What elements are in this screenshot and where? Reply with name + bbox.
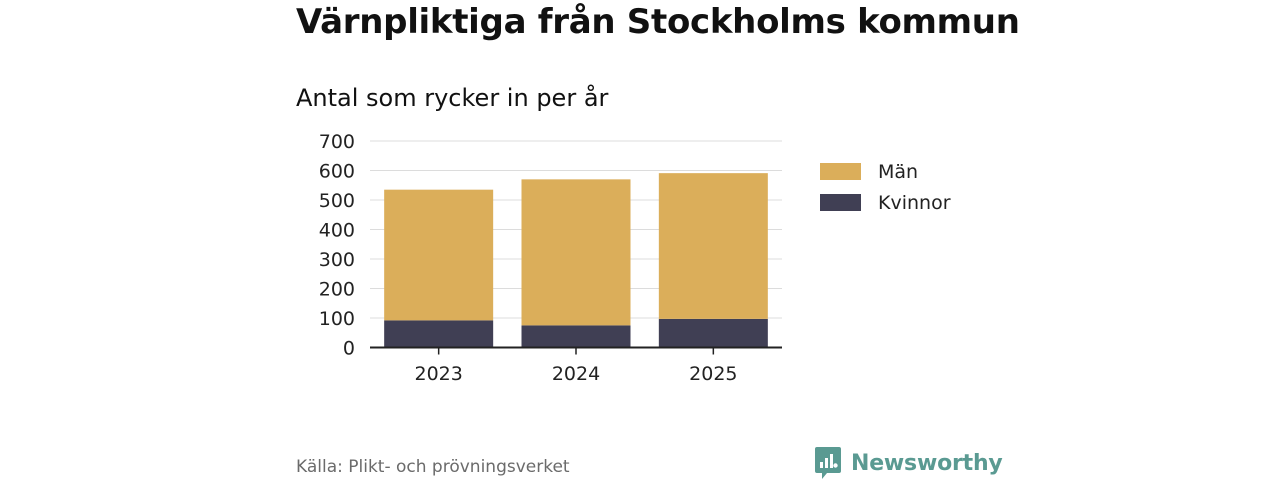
- chart-subtitle: Antal som rycker in per år: [296, 84, 609, 112]
- y-tick-label: 500: [319, 190, 355, 212]
- x-axis-labels: 2023 2024 2025: [414, 363, 737, 385]
- bar-män-2023: [384, 189, 494, 321]
- bar-kvinnor-2023: [384, 320, 494, 348]
- y-tick-label: 100: [319, 308, 355, 330]
- brand-logo: Newsworthy: [814, 446, 1003, 480]
- x-tick-label: 2023: [414, 363, 462, 385]
- legend: Män Kvinnor: [820, 161, 951, 214]
- y-tick-label: 700: [319, 131, 355, 153]
- bars: [384, 173, 768, 348]
- legend-swatch-män: [820, 163, 861, 180]
- x-tick-label: 2024: [552, 363, 600, 385]
- stacked-bar-chart: 0 100 200 300 400 500 600 700 2023 2024 2025 Män K…: [319, 131, 951, 385]
- y-tick-label: 0: [343, 338, 355, 360]
- y-tick-label: 400: [319, 220, 355, 242]
- legend-label-män: Män: [878, 161, 918, 183]
- bar-män-2025: [658, 173, 768, 319]
- bar-kvinnor-2024: [521, 325, 631, 348]
- legend-label-kvinnor: Kvinnor: [878, 192, 951, 214]
- brand-name: Newsworthy: [851, 450, 1003, 476]
- y-axis-labels: 0 100 200 300 400 500 600 700: [319, 131, 355, 360]
- legend-swatch-kvinnor: [820, 194, 861, 211]
- chart-title: Värnpliktiga från Stockholms kommun: [296, 2, 1020, 42]
- y-tick-label: 200: [319, 279, 355, 301]
- y-tick-label: 300: [319, 249, 355, 271]
- y-tick-label: 600: [319, 161, 355, 183]
- x-tick-label: 2025: [689, 363, 737, 385]
- source-note: Källa: Plikt- och prövningsverket: [296, 457, 570, 477]
- bar-män-2024: [521, 179, 631, 326]
- newsworthy-logo-icon: [815, 447, 841, 479]
- x-axis-ticks: [437, 347, 715, 355]
- bar-kvinnor-2025: [658, 318, 768, 348]
